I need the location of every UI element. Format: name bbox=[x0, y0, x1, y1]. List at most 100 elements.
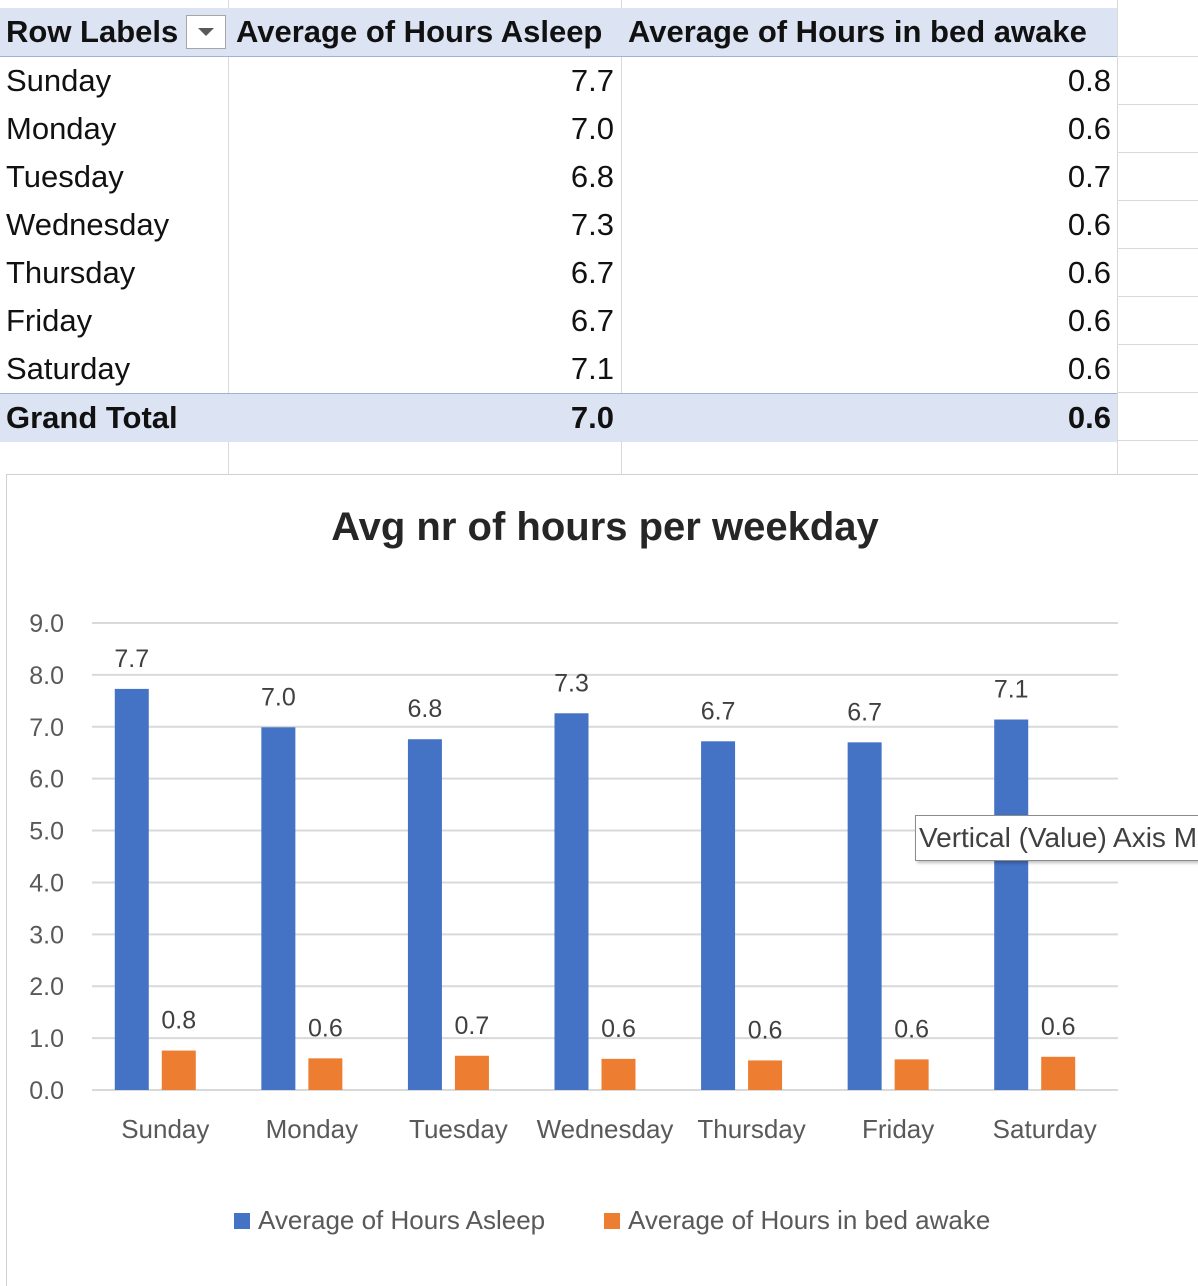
row-label[interactable]: Friday bbox=[6, 303, 93, 338]
data-label-asleep[interactable]: 7.0 bbox=[261, 683, 296, 711]
y-tick-label[interactable]: 1.0 bbox=[29, 1025, 64, 1053]
chart-legend[interactable]: Average of Hours Asleep Average of Hours… bbox=[0, 1205, 1198, 1241]
asleep-value[interactable]: 7.3 bbox=[570, 207, 614, 242]
asleep-value[interactable]: 6.7 bbox=[570, 303, 614, 338]
dropdown-arrow-icon bbox=[198, 28, 214, 36]
asleep-value[interactable]: 7.1 bbox=[570, 351, 614, 386]
row-labels-header[interactable]: Row Labels bbox=[6, 14, 179, 49]
x-tick-label[interactable]: Monday bbox=[266, 1114, 359, 1144]
row-label[interactable]: Wednesday bbox=[6, 207, 170, 242]
x-tick-label[interactable]: Sunday bbox=[121, 1114, 209, 1144]
bar-asleep[interactable] bbox=[701, 741, 736, 1090]
grid-row-line bbox=[1117, 392, 1198, 393]
pivot-row: Friday 6.7 0.6 bbox=[0, 297, 1117, 345]
awake-value[interactable]: 0.6 bbox=[1067, 351, 1111, 386]
pivot-row: Wednesday 7.3 0.6 bbox=[0, 201, 1117, 249]
data-label-asleep[interactable]: 7.3 bbox=[554, 669, 589, 697]
bar-asleep[interactable] bbox=[554, 713, 589, 1090]
data-label-awake[interactable]: 0.6 bbox=[894, 1015, 929, 1043]
y-tick-label[interactable]: 0.0 bbox=[29, 1077, 64, 1105]
grid-column-line bbox=[228, 0, 229, 474]
y-tick-label[interactable]: 4.0 bbox=[29, 869, 64, 897]
grid-row-line bbox=[1117, 104, 1198, 105]
awake-value[interactable]: 0.8 bbox=[1067, 63, 1111, 98]
grid-row-line bbox=[1117, 56, 1198, 57]
pivot-row: Saturday 7.1 0.6 bbox=[0, 345, 1117, 393]
data-label-awake[interactable]: 0.6 bbox=[601, 1015, 636, 1043]
row-label[interactable]: Thursday bbox=[6, 255, 136, 290]
grand-total-asleep[interactable]: 7.0 bbox=[570, 400, 614, 435]
bar-awake[interactable] bbox=[454, 1055, 489, 1090]
row-label[interactable]: Tuesday bbox=[6, 159, 124, 194]
x-tick-label[interactable]: Tuesday bbox=[409, 1114, 508, 1144]
bar-awake[interactable] bbox=[308, 1058, 343, 1090]
awake-column-header[interactable]: Average of Hours in bed awake bbox=[628, 14, 1087, 49]
legend-item-awake[interactable]: Average of Hours in bed awake bbox=[604, 1205, 990, 1236]
row-label[interactable]: Saturday bbox=[6, 351, 131, 386]
grand-total-label[interactable]: Grand Total bbox=[6, 400, 178, 435]
bar-awake[interactable] bbox=[161, 1050, 196, 1090]
bar-awake[interactable] bbox=[894, 1059, 929, 1090]
pivot-row: Monday 7.0 0.6 bbox=[0, 105, 1117, 153]
axis-tooltip: Vertical (Value) Axis M bbox=[915, 815, 1198, 861]
grand-total-row: Grand Total 7.0 0.6 bbox=[0, 393, 1117, 442]
asleep-value[interactable]: 7.0 bbox=[570, 111, 614, 146]
pivot-body: Sunday 7.7 0.8 Monday 7.0 0.6 Tuesday 6.8 0.7 Wed… bbox=[0, 57, 1117, 393]
bar-awake[interactable] bbox=[1041, 1056, 1076, 1090]
bar-awake[interactable] bbox=[601, 1058, 636, 1090]
asleep-value[interactable]: 7.7 bbox=[570, 63, 614, 98]
y-tick-label[interactable]: 2.0 bbox=[29, 973, 64, 1001]
grid-row-line bbox=[1117, 248, 1198, 249]
bar-asleep[interactable] bbox=[994, 719, 1029, 1090]
awake-value[interactable]: 0.6 bbox=[1067, 303, 1111, 338]
chart-title[interactable]: Avg nr of hours per weekday bbox=[331, 505, 879, 549]
data-label-asleep[interactable]: 7.1 bbox=[994, 676, 1029, 704]
awake-value[interactable]: 0.6 bbox=[1067, 207, 1111, 242]
x-tick-label[interactable]: Thursday bbox=[697, 1114, 805, 1144]
y-tick-label[interactable]: 6.0 bbox=[29, 766, 64, 794]
bar-asleep[interactable] bbox=[407, 739, 442, 1090]
grand-total-awake[interactable]: 0.6 bbox=[1067, 400, 1111, 435]
bar-asleep[interactable] bbox=[261, 727, 296, 1090]
row-label[interactable]: Sunday bbox=[6, 63, 112, 98]
y-tick-label[interactable]: 5.0 bbox=[29, 818, 64, 846]
data-label-asleep[interactable]: 6.8 bbox=[408, 695, 443, 723]
awake-value[interactable]: 0.6 bbox=[1067, 255, 1111, 290]
grid-row-line bbox=[1117, 296, 1198, 297]
pivot-row: Sunday 7.7 0.8 bbox=[0, 57, 1117, 105]
bar-awake[interactable] bbox=[748, 1060, 783, 1090]
bar-asleep[interactable] bbox=[847, 742, 882, 1090]
legend-item-asleep[interactable]: Average of Hours Asleep bbox=[234, 1205, 545, 1236]
grid-row-line bbox=[1117, 200, 1198, 201]
data-label-awake[interactable]: 0.6 bbox=[748, 1016, 783, 1044]
row-label[interactable]: Monday bbox=[6, 111, 117, 146]
data-label-awake[interactable]: 0.8 bbox=[161, 1007, 196, 1035]
y-tick-label[interactable]: 9.0 bbox=[29, 610, 64, 638]
x-tick-label[interactable]: Wednesday bbox=[537, 1114, 674, 1144]
row-labels-filter-button[interactable] bbox=[186, 15, 226, 49]
y-tick-label[interactable]: 3.0 bbox=[29, 921, 64, 949]
pivot-header-row: Row Labels Average of Hours Asleep Avera… bbox=[0, 8, 1117, 57]
awake-value[interactable]: 0.7 bbox=[1067, 159, 1111, 194]
y-tick-label[interactable]: 8.0 bbox=[29, 662, 64, 690]
data-label-asleep[interactable]: 6.7 bbox=[847, 698, 882, 726]
data-label-awake[interactable]: 0.6 bbox=[308, 1014, 343, 1042]
legend-label-awake: Average of Hours in bed awake bbox=[628, 1205, 991, 1235]
x-tick-label[interactable]: Friday bbox=[862, 1114, 934, 1144]
data-label-asleep[interactable]: 7.7 bbox=[114, 645, 149, 673]
awake-value[interactable]: 0.6 bbox=[1067, 111, 1111, 146]
grid-row-line bbox=[1117, 440, 1198, 441]
legend-swatch-awake bbox=[604, 1212, 620, 1229]
asleep-value[interactable]: 6.8 bbox=[570, 159, 614, 194]
asleep-value[interactable]: 6.7 bbox=[570, 255, 614, 290]
bar-asleep[interactable] bbox=[114, 688, 149, 1090]
x-tick-label[interactable]: Saturday bbox=[993, 1114, 1097, 1144]
asleep-column-header[interactable]: Average of Hours Asleep bbox=[236, 14, 603, 49]
data-label-awake[interactable]: 0.7 bbox=[455, 1012, 490, 1040]
pivot-row: Thursday 6.7 0.6 bbox=[0, 249, 1117, 297]
data-label-asleep[interactable]: 6.7 bbox=[701, 697, 736, 725]
data-label-awake[interactable]: 0.6 bbox=[1041, 1013, 1076, 1041]
y-tick-label[interactable]: 7.0 bbox=[29, 714, 64, 742]
